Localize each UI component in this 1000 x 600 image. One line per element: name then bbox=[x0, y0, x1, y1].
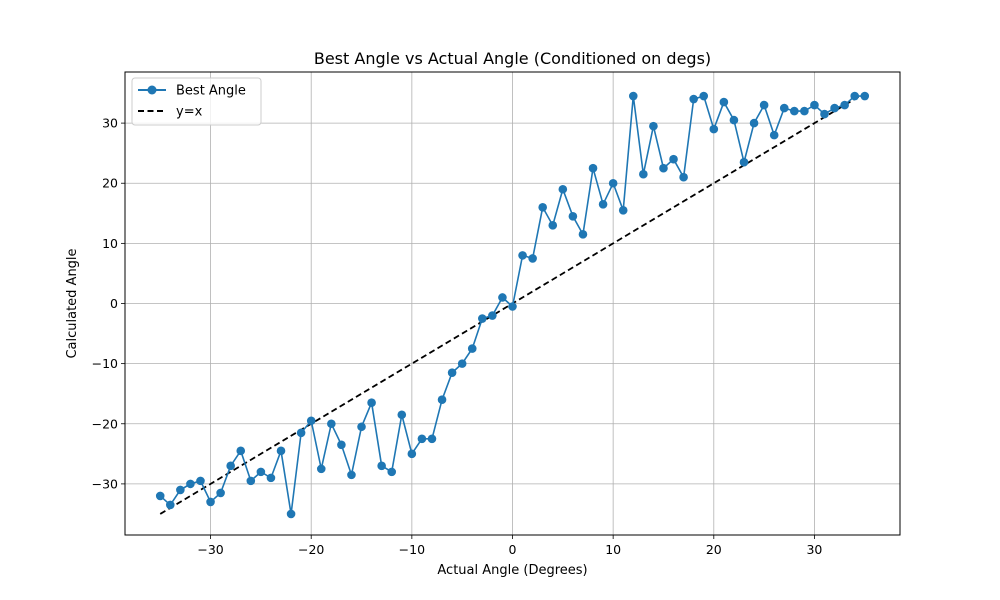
data-point bbox=[628, 91, 638, 101]
data-point bbox=[306, 416, 316, 426]
data-point bbox=[357, 422, 366, 432]
data-point bbox=[588, 163, 598, 173]
x-axis-title: Actual Angle (Degrees) bbox=[437, 563, 587, 578]
data-point bbox=[276, 446, 286, 456]
data-point bbox=[447, 368, 457, 377]
data-point bbox=[689, 94, 698, 104]
x-tick-label: 20 bbox=[706, 542, 722, 557]
data-point bbox=[316, 464, 326, 474]
data-point bbox=[729, 115, 739, 125]
data-point bbox=[387, 467, 397, 477]
x-tick-label: 0 bbox=[509, 542, 517, 557]
data-point bbox=[296, 428, 306, 438]
data-point bbox=[347, 470, 356, 480]
data-point bbox=[155, 491, 165, 501]
data-point bbox=[598, 199, 608, 209]
data-point bbox=[639, 169, 648, 179]
data-point bbox=[860, 91, 870, 101]
data-point bbox=[457, 359, 467, 368]
data-point bbox=[186, 479, 195, 489]
data-point bbox=[337, 440, 346, 450]
data-point bbox=[649, 121, 658, 131]
x-tick-label: −10 bbox=[399, 542, 425, 557]
y-tick-label: −10 bbox=[92, 356, 118, 371]
y-tick-label: −30 bbox=[92, 476, 118, 491]
data-point bbox=[538, 202, 547, 212]
legend: Best Angle y=x bbox=[131, 77, 262, 126]
data-point bbox=[759, 100, 769, 110]
data-point bbox=[790, 106, 799, 116]
data-point bbox=[558, 184, 568, 194]
data-point bbox=[467, 344, 477, 353]
data-point bbox=[327, 419, 336, 429]
data-point bbox=[830, 103, 839, 113]
chart-title: Best Angle vs Actual Angle (Conditioned … bbox=[314, 49, 711, 68]
data-point bbox=[659, 163, 668, 173]
data-point bbox=[779, 103, 789, 113]
y-tick-label: 10 bbox=[102, 236, 118, 251]
y-tick-label: −20 bbox=[92, 416, 118, 431]
data-point bbox=[719, 97, 729, 107]
data-point bbox=[699, 91, 709, 101]
data-point bbox=[850, 91, 860, 101]
legend-label-y-equals-x: y=x bbox=[176, 105, 203, 120]
data-point bbox=[266, 473, 276, 483]
data-point bbox=[709, 124, 719, 134]
data-point bbox=[226, 461, 235, 471]
data-point bbox=[840, 100, 849, 110]
data-point bbox=[176, 485, 185, 495]
data-point bbox=[618, 205, 628, 215]
x-tick-label: −20 bbox=[298, 542, 324, 557]
data-point bbox=[397, 410, 407, 420]
data-point bbox=[216, 488, 225, 498]
legend-label-best-angle: Best Angle bbox=[176, 84, 246, 99]
data-point bbox=[568, 212, 578, 221]
y-tick-label: 30 bbox=[102, 116, 118, 131]
data-point bbox=[800, 106, 809, 116]
data-point bbox=[518, 251, 527, 260]
data-point bbox=[417, 434, 427, 444]
data-point bbox=[679, 172, 688, 182]
x-tick-label: −30 bbox=[197, 542, 223, 557]
data-point bbox=[377, 461, 386, 471]
data-point bbox=[165, 500, 175, 510]
data-point bbox=[669, 154, 678, 164]
data-point bbox=[256, 467, 266, 477]
data-point bbox=[578, 230, 588, 239]
data-point bbox=[367, 398, 376, 408]
y-axis-title: Calculated Angle bbox=[65, 248, 80, 358]
data-point bbox=[810, 100, 819, 110]
x-tick-label: 30 bbox=[806, 542, 822, 557]
data-point bbox=[196, 476, 205, 486]
data-point bbox=[488, 311, 497, 320]
axis-ticks: −30 −20 −10 0 10 20 30 −30 −20 −10 0 10 20 30 bbox=[92, 116, 823, 557]
data-point bbox=[608, 178, 618, 188]
data-point bbox=[498, 293, 507, 302]
data-point bbox=[478, 314, 487, 323]
data-point bbox=[820, 109, 829, 119]
data-point bbox=[236, 446, 246, 456]
data-point bbox=[427, 434, 437, 444]
data-point bbox=[286, 509, 296, 519]
data-point bbox=[548, 221, 558, 230]
y-tick-label: 20 bbox=[102, 176, 118, 191]
data-point bbox=[246, 476, 256, 486]
data-point bbox=[739, 157, 749, 167]
data-point bbox=[206, 497, 215, 507]
data-point bbox=[528, 254, 537, 263]
data-point bbox=[437, 395, 447, 405]
data-point bbox=[407, 449, 417, 459]
data-point bbox=[749, 118, 759, 128]
y-tick-label: 0 bbox=[110, 296, 118, 311]
data-point bbox=[508, 302, 517, 311]
series-group bbox=[155, 91, 870, 519]
x-tick-label: 10 bbox=[605, 542, 621, 557]
legend-marker-best-angle bbox=[147, 85, 157, 95]
data-point bbox=[769, 130, 779, 140]
